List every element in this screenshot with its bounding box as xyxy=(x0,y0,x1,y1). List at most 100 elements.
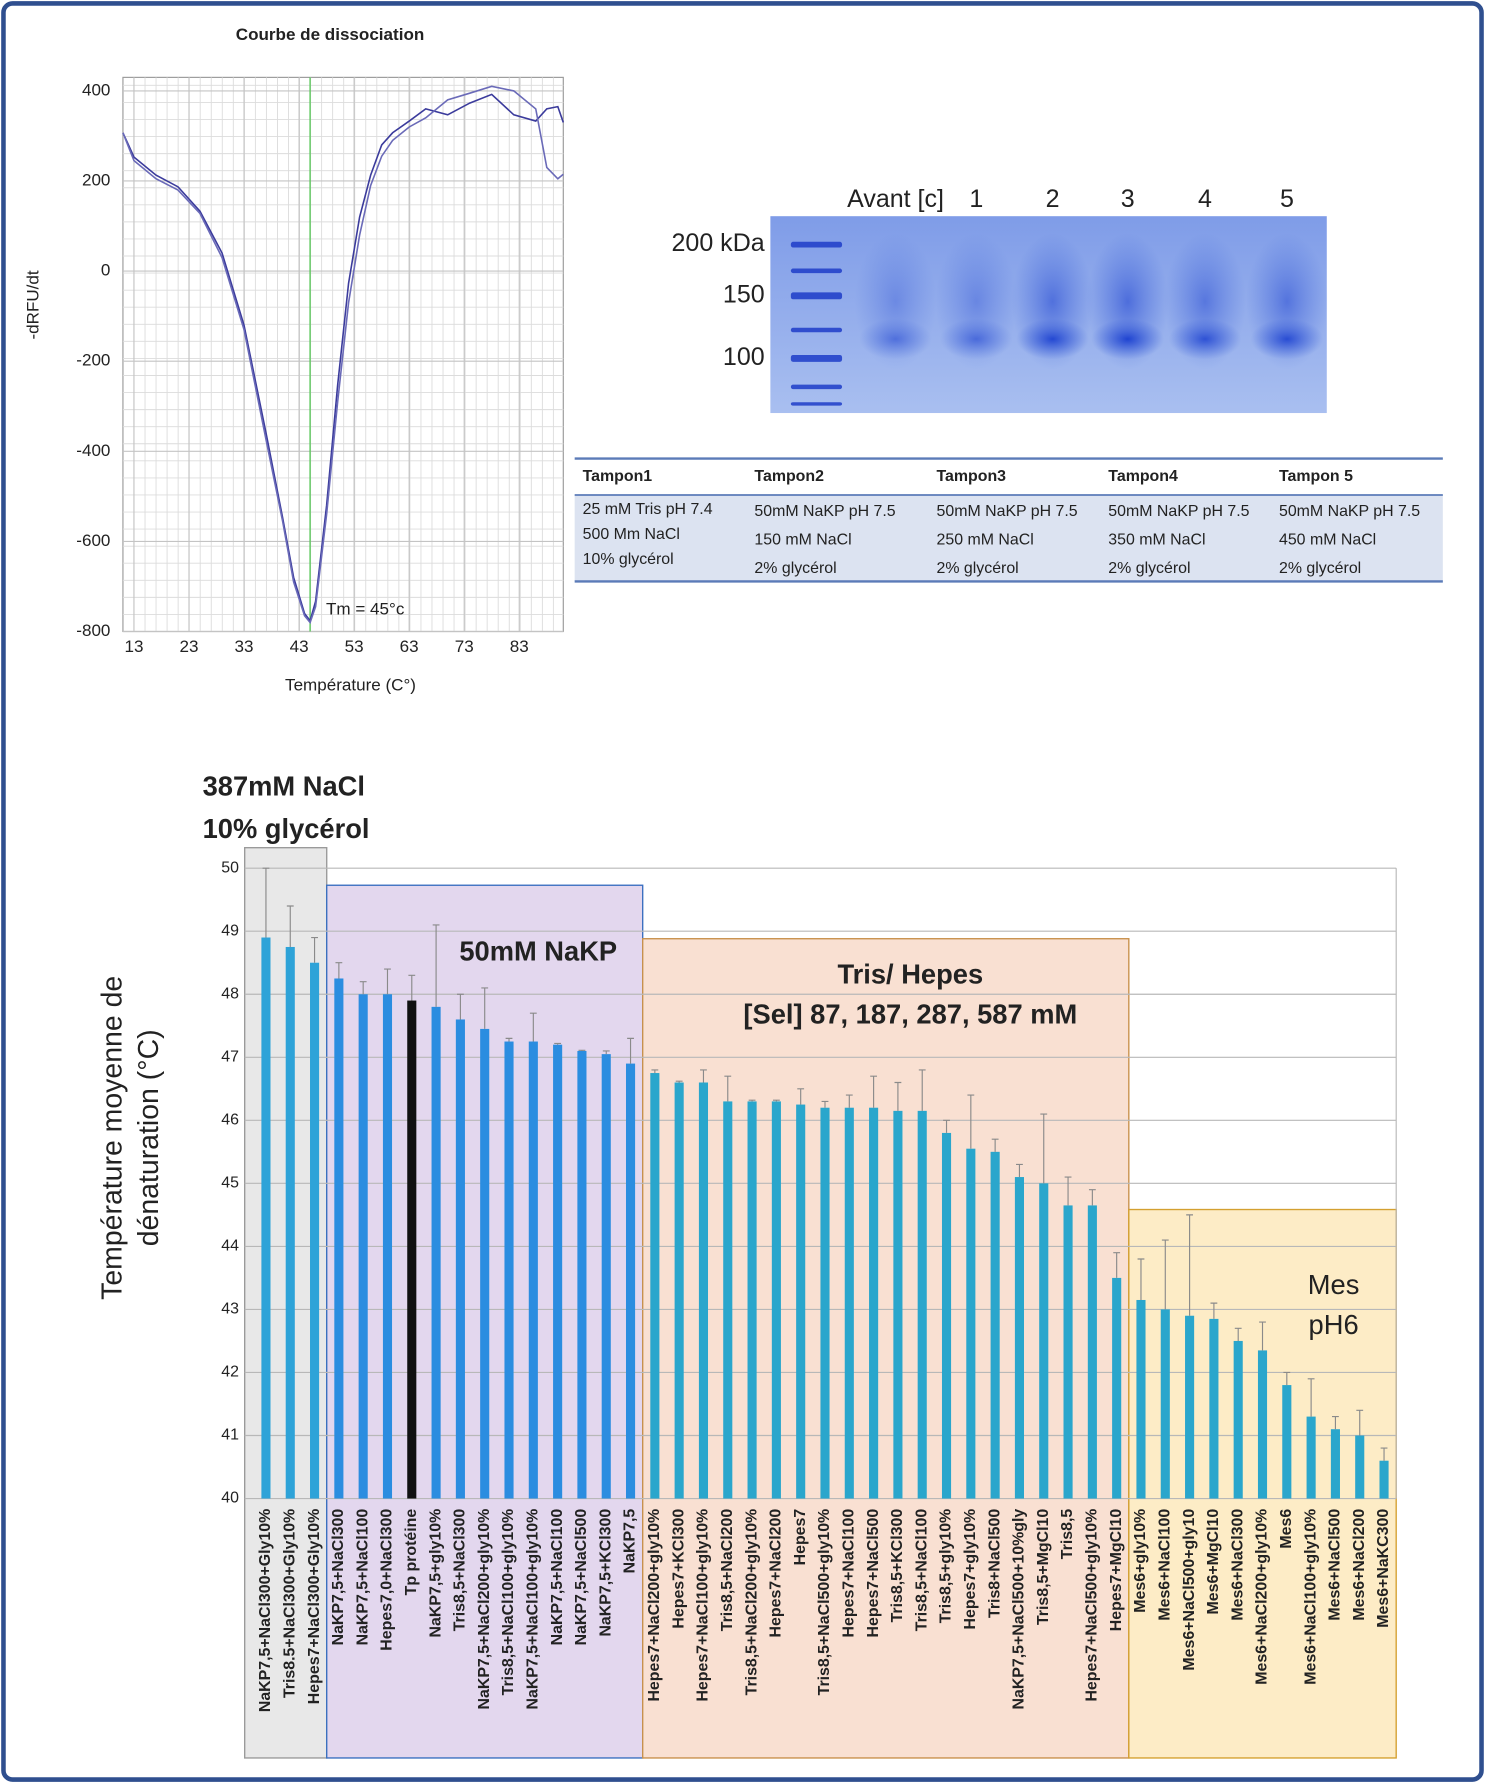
bar xyxy=(528,1041,538,1499)
x-tick-label: Hepes7+MgCl10 xyxy=(1108,1509,1125,1632)
x-tick-label: NaKP7,5+NaCl300 xyxy=(330,1509,347,1646)
ladder-band xyxy=(790,384,843,390)
x-tick-label: NaKP7,5+NaCl100 xyxy=(354,1509,371,1646)
table-header: Tampon1 xyxy=(583,468,653,485)
error-bar xyxy=(991,1138,999,1152)
error-bar xyxy=(286,905,294,947)
lane-label: 4 xyxy=(1198,185,1212,213)
x-tick-label: NaKP7,5+gly10% xyxy=(427,1509,444,1638)
table-cell: 25 mM Tris pH 7.4 xyxy=(583,501,713,518)
x-tick-label: Tris8,5 xyxy=(1059,1509,1076,1560)
error-bar xyxy=(845,1094,853,1108)
bar xyxy=(334,978,344,1499)
lane-band xyxy=(1016,318,1089,360)
error-bar xyxy=(870,1075,878,1108)
error-bar xyxy=(311,936,318,963)
bar xyxy=(601,1054,611,1499)
x-tick-label: NaKP7,5+NaCl200+gly10% xyxy=(476,1509,493,1710)
error-bar xyxy=(1088,1189,1096,1206)
error-bar xyxy=(700,1069,707,1083)
error-bar xyxy=(554,1042,562,1045)
table-cell: 2% glycérol xyxy=(1279,560,1361,577)
bar xyxy=(941,1132,952,1499)
bar xyxy=(1160,1309,1170,1499)
table-body xyxy=(574,494,1443,582)
error-bar xyxy=(1186,1214,1194,1316)
group-label: [Sel] 87, 187, 287, 587 mM xyxy=(743,998,1077,1029)
y-tick-label: 50 xyxy=(221,859,239,876)
bar xyxy=(820,1107,830,1499)
bar xyxy=(1209,1318,1219,1499)
bar xyxy=(723,1101,733,1499)
table-header: Tampon2 xyxy=(754,468,824,485)
error-bar xyxy=(724,1075,732,1102)
x-tick-label: Tris8,5+NaCl500+gly10% xyxy=(816,1509,833,1696)
x-tick-label: NaKP7,5+KCl300 xyxy=(597,1509,614,1637)
y-tick-label: 0 xyxy=(101,261,110,280)
lane-label: Avant [c] xyxy=(847,185,944,213)
error-bar xyxy=(894,1081,902,1111)
error-bar xyxy=(384,968,391,995)
x-tick-label: Mes6+MgCl10 xyxy=(1205,1509,1222,1615)
x-tick-label: Hepes7 xyxy=(792,1509,809,1566)
curve xyxy=(122,85,564,625)
bar xyxy=(747,1101,757,1499)
bar xyxy=(1014,1177,1024,1499)
error-bar xyxy=(748,1099,756,1102)
chart-title: Courbe de dissociation xyxy=(236,25,425,44)
error-bar xyxy=(1283,1371,1291,1386)
table-cell: 50mM NaKP pH 7.5 xyxy=(1279,503,1420,520)
error-bar xyxy=(359,981,367,995)
x-tick-label: Mes6+gly10% xyxy=(1132,1509,1149,1613)
y-tick-label: -600 xyxy=(76,531,110,550)
bar xyxy=(1063,1205,1073,1499)
bar xyxy=(1136,1299,1146,1499)
bar xyxy=(1039,1183,1049,1499)
x-tick-label: Tris8,5+MgCl10 xyxy=(1035,1509,1052,1625)
error-bar xyxy=(602,1050,610,1055)
error-bar xyxy=(772,1099,780,1102)
x-tick-label: Tris8,5+NaCl300 xyxy=(452,1509,469,1632)
bar xyxy=(285,946,295,1499)
buffer-table: Tampon1 25 mM Tris pH 7.4 500 Mm NaCl 10% g… xyxy=(574,457,1443,583)
x-tick-label: 33 xyxy=(235,637,254,656)
y-tick-label: 43 xyxy=(221,1301,239,1318)
error-bar xyxy=(627,1037,634,1064)
ladder-band xyxy=(790,327,843,333)
y-tick-label: 40 xyxy=(221,1490,239,1507)
x-tick-label: 83 xyxy=(510,637,529,656)
lane-label: 3 xyxy=(1121,185,1135,213)
x-tick-label: Tris8.5+NaCl300+Gly10% xyxy=(281,1509,298,1698)
x-tick-label: Hepes7,0+NaCl300 xyxy=(379,1509,396,1651)
x-tick-label: Hepes7+NaCl100+gly10% xyxy=(695,1509,712,1702)
error-bar xyxy=(408,974,416,1001)
bar xyxy=(1233,1340,1243,1499)
x-tick-label: Mes6+NaCl100 xyxy=(1156,1509,1173,1621)
y-tick-label: 44 xyxy=(221,1238,239,1255)
table-cell: 50mM NaKP pH 7.5 xyxy=(937,503,1078,520)
bar xyxy=(407,1000,417,1499)
x-tick-label: Mes6+NaCl200 xyxy=(1351,1509,1368,1621)
marker-label: 150 xyxy=(723,280,765,308)
error-bar xyxy=(1161,1239,1169,1310)
lane-label: 2 xyxy=(1046,185,1060,213)
error-bar xyxy=(1356,1409,1364,1436)
x-tick-label: NaKP7,5+NaCl500 xyxy=(573,1509,590,1646)
x-tick-label: Tris8,5+NaCl200+gly10% xyxy=(743,1509,760,1696)
table-cell: 50mM NaKP pH 7.5 xyxy=(754,503,895,520)
marker-label: 200 kDa xyxy=(672,229,765,257)
x-tick-label: Hepes7+NaCl200 xyxy=(768,1509,785,1638)
ladder-band xyxy=(790,268,843,274)
marker-label: 100 xyxy=(723,343,765,371)
x-tick-label: Tris8,5+NaCl200 xyxy=(719,1509,736,1632)
table-cell: 2% glycérol xyxy=(937,560,1019,577)
x-tick-label: Hepes7+gly10% xyxy=(962,1509,979,1630)
table-cell: 500 Mm NaCl xyxy=(583,526,680,543)
bar xyxy=(1112,1277,1122,1499)
table-cell: 450 mM NaCl xyxy=(1279,532,1376,549)
x-tick-label: Tris8,5+NaCl100 xyxy=(913,1509,930,1632)
ladder-band xyxy=(790,241,843,248)
x-tick-label: Mes6 xyxy=(1278,1509,1295,1549)
y-tick-label: -200 xyxy=(76,351,110,370)
error-bar xyxy=(943,1119,950,1133)
